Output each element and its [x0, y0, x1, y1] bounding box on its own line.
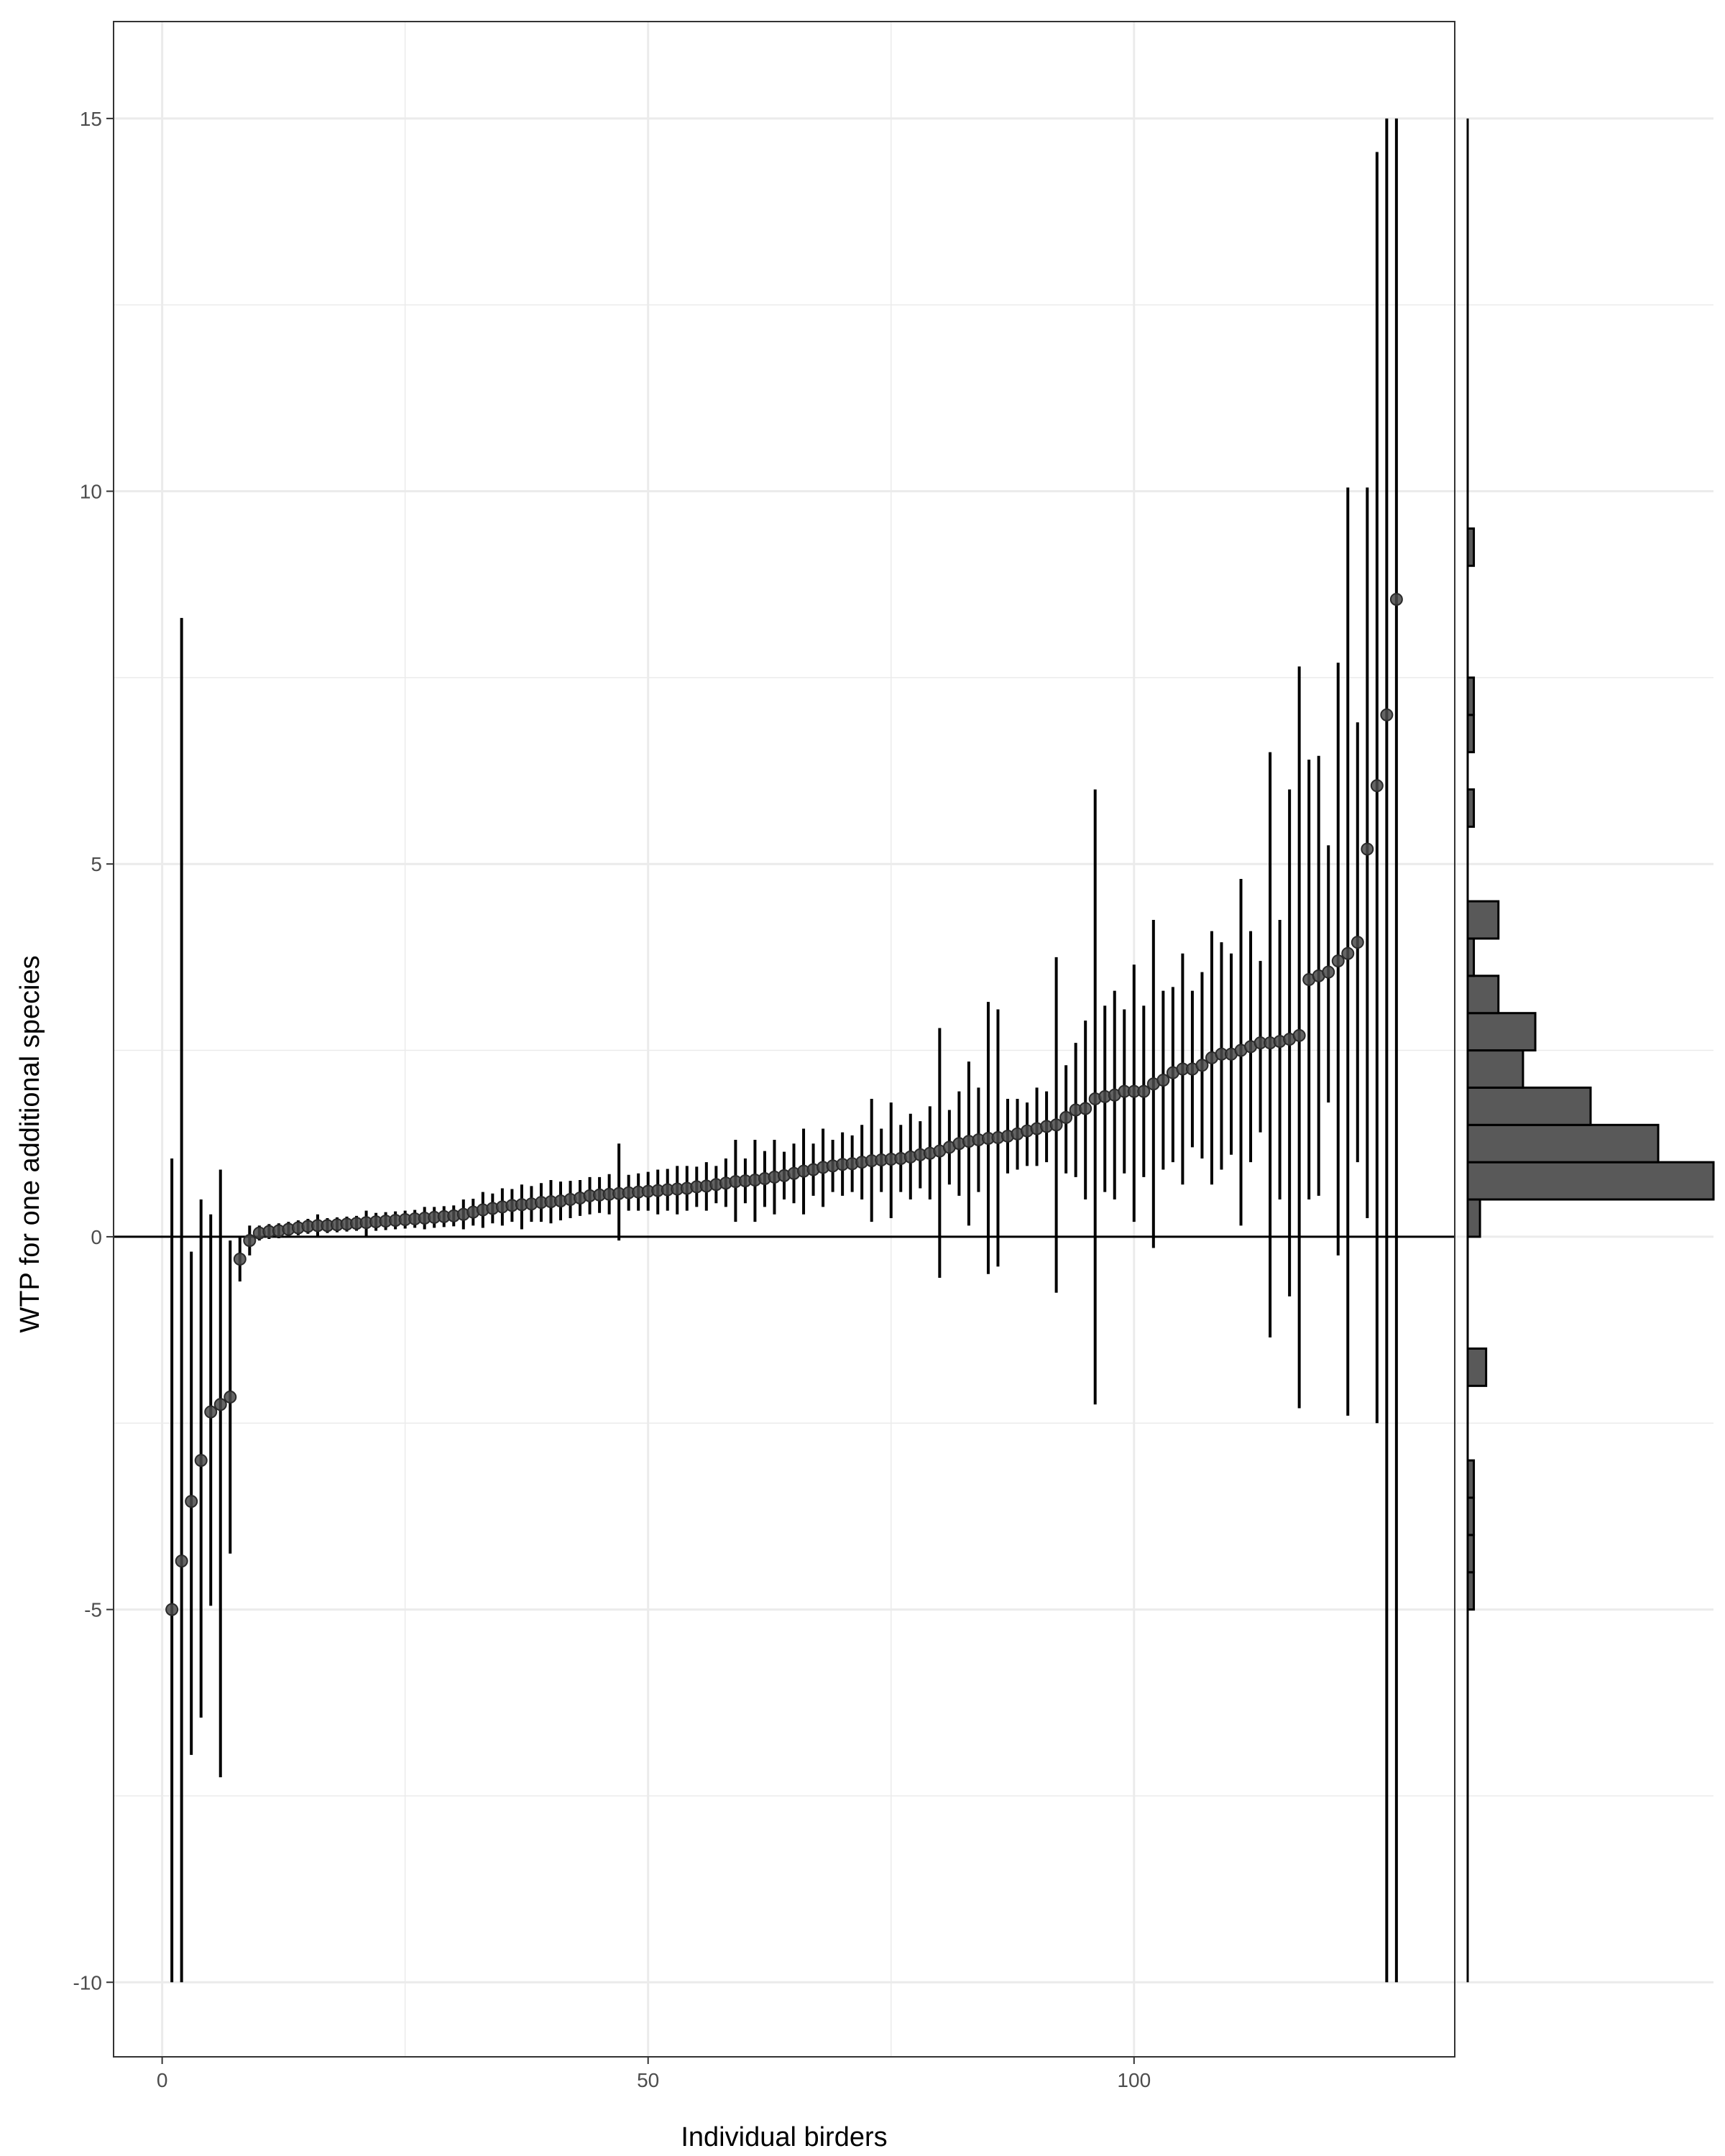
data-point	[185, 1495, 198, 1508]
data-point	[1137, 1084, 1151, 1098]
wtp-points	[165, 592, 1403, 1616]
data-point	[233, 1253, 247, 1266]
y-tick-label: 0	[91, 1226, 102, 1248]
data-point	[1059, 1110, 1073, 1124]
histogram-bar	[1466, 1496, 1476, 1537]
y-tick-label: 10	[80, 481, 102, 503]
data-point	[1370, 779, 1384, 793]
histogram-bar	[1466, 1161, 1715, 1201]
histogram-bar	[1466, 527, 1476, 567]
data-point	[194, 1454, 208, 1468]
data-point	[1322, 965, 1335, 979]
data-point	[1341, 946, 1355, 960]
data-point	[1389, 592, 1403, 606]
data-point	[1380, 708, 1394, 722]
data-point	[1292, 1028, 1306, 1042]
histogram-bar	[1466, 1049, 1524, 1089]
data-point	[1331, 954, 1345, 968]
histogram-bar	[1466, 788, 1476, 828]
x-tick-label: 100	[1117, 2069, 1151, 2091]
y-tick-label: 15	[80, 108, 102, 130]
y-tick-label: -10	[73, 1971, 102, 1994]
data-point	[1361, 842, 1374, 856]
histogram-panel-gridlines	[1455, 117, 1714, 1984]
histogram-bar	[1466, 1198, 1481, 1238]
data-point	[1351, 936, 1364, 949]
x-tick-label: 0	[157, 2069, 168, 2091]
panel-borders	[113, 21, 1455, 2058]
data-point	[1195, 1059, 1209, 1072]
histogram-bar	[1466, 1012, 1537, 1052]
x-tick-label: 50	[637, 2069, 659, 2091]
main-panel-border	[113, 21, 1455, 2058]
histogram-bar	[1466, 1459, 1476, 1499]
data-point	[213, 1398, 227, 1411]
data-point	[1049, 1118, 1063, 1132]
data-point	[1156, 1074, 1170, 1087]
data-point	[243, 1234, 257, 1248]
data-point	[204, 1405, 218, 1419]
y-axis-title: WTP for one additional species	[15, 955, 45, 1332]
axis-ticks-and-labels: -10 -5 0 5 10 15 0 50 100	[73, 108, 1151, 2091]
histogram-bar	[1466, 900, 1500, 940]
data-point	[165, 1603, 179, 1616]
histogram-bar	[1466, 937, 1476, 977]
histogram-bar	[1466, 1123, 1660, 1164]
y-tick-label: 5	[91, 853, 102, 875]
histogram-bar	[1466, 1571, 1476, 1611]
histogram-bar	[1466, 975, 1500, 1015]
histogram-bar	[1466, 1348, 1488, 1387]
data-point	[1079, 1102, 1092, 1115]
histogram-bar	[1466, 1534, 1476, 1574]
histogram-bar	[1466, 714, 1476, 754]
histogram-bar	[1466, 1086, 1592, 1126]
y-tick-label: -5	[84, 1599, 102, 1621]
main-panel-gridlines	[114, 22, 1455, 2057]
x-axis-title: Individual birders	[681, 2122, 887, 2152]
data-point	[224, 1390, 237, 1404]
wtp-histogram	[1466, 118, 1715, 1983]
data-point	[175, 1554, 188, 1568]
histogram-bar	[1466, 676, 1476, 717]
